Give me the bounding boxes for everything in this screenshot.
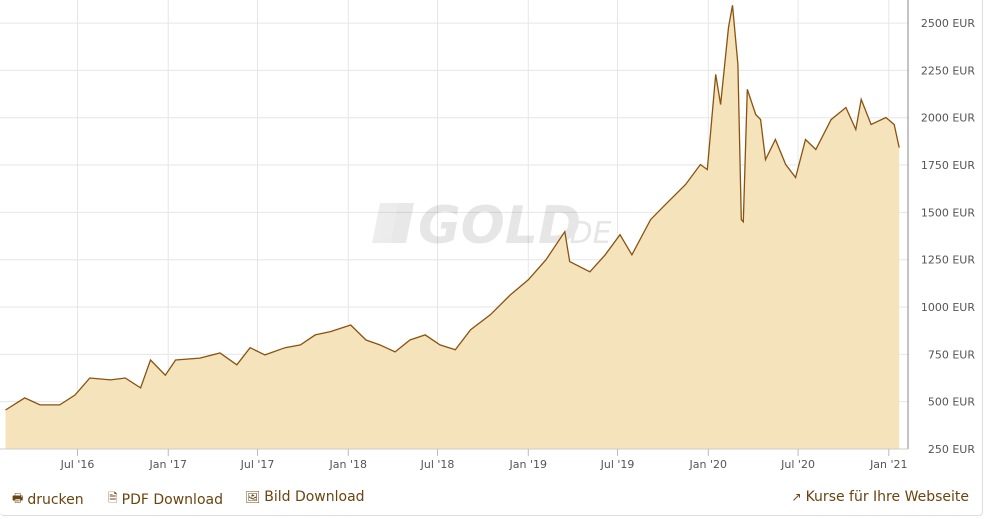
pdf-download-label: PDF Download: [121, 491, 223, 508]
x-tick-label: Jul '18: [420, 458, 455, 471]
y-tick-label: 750 EUR: [928, 348, 975, 361]
x-tick-label: Jan '17: [149, 458, 187, 471]
pdf-download-button[interactable]: 🗎 PDF Download: [108, 489, 223, 510]
svg-text:GOLD: GOLD: [418, 196, 581, 256]
print-label: drucken: [27, 491, 84, 508]
price-chart: GOLD .DE 250 EUR 500 EUR 750 EUR 1000 EUR 12…: [0, 0, 975, 471]
image-download-button[interactable]: 🖼 Bild Download: [245, 489, 365, 505]
y-tick-label: 1250 EUR: [921, 254, 975, 267]
x-tick-label: Jul '19: [600, 458, 635, 471]
y-tick-label: 2000 EUR: [921, 112, 975, 125]
x-tick-label: Jan '19: [509, 458, 547, 471]
x-axis-ticks: Jul '16 Jan '17 Jul '17 Jan '18 Jul '18 Jan '…: [60, 449, 908, 471]
file-pdf-icon: 🗎: [108, 491, 118, 505]
x-tick-label: Jul '20: [780, 458, 815, 471]
print-button[interactable]: 🖶 drucken: [12, 489, 84, 510]
embed-prices-label: Kurse für Ihre Webseite: [805, 489, 969, 505]
embed-prices-button[interactable]: ↗ Kurse für Ihre Webseite: [792, 489, 969, 505]
price-line: [5, 5, 900, 411]
image-icon: 🖼: [245, 490, 261, 504]
y-tick-label: 250 EUR: [928, 443, 975, 456]
share-icon: ↗: [791, 490, 802, 504]
gold-de-watermark-logo: GOLD .DE: [372, 196, 612, 256]
y-tick-label: 500 EUR: [928, 396, 975, 409]
x-tick-label: Jan '18: [329, 458, 367, 471]
x-tick-label: Jan '21: [869, 458, 907, 471]
x-tick-label: Jul '17: [240, 458, 275, 471]
x-tick-label: Jul '16: [60, 458, 95, 471]
y-tick-label: 1500 EUR: [921, 206, 975, 219]
price-area: [5, 5, 900, 450]
svg-text:.DE: .DE: [560, 216, 612, 251]
print-icon: 🖶: [12, 491, 24, 505]
image-download-label: Bild Download: [264, 489, 365, 505]
y-tick-label: 2500 EUR: [921, 17, 975, 30]
x-tick-label: Jan '20: [689, 458, 727, 471]
y-tick-label: 1750 EUR: [921, 159, 975, 172]
y-tick-label: 1000 EUR: [921, 301, 975, 314]
y-axis-ticks: 250 EUR 500 EUR 750 EUR 1000 EUR 1250 EUR 150…: [921, 17, 975, 456]
y-tick-label: 2250 EUR: [921, 64, 975, 77]
